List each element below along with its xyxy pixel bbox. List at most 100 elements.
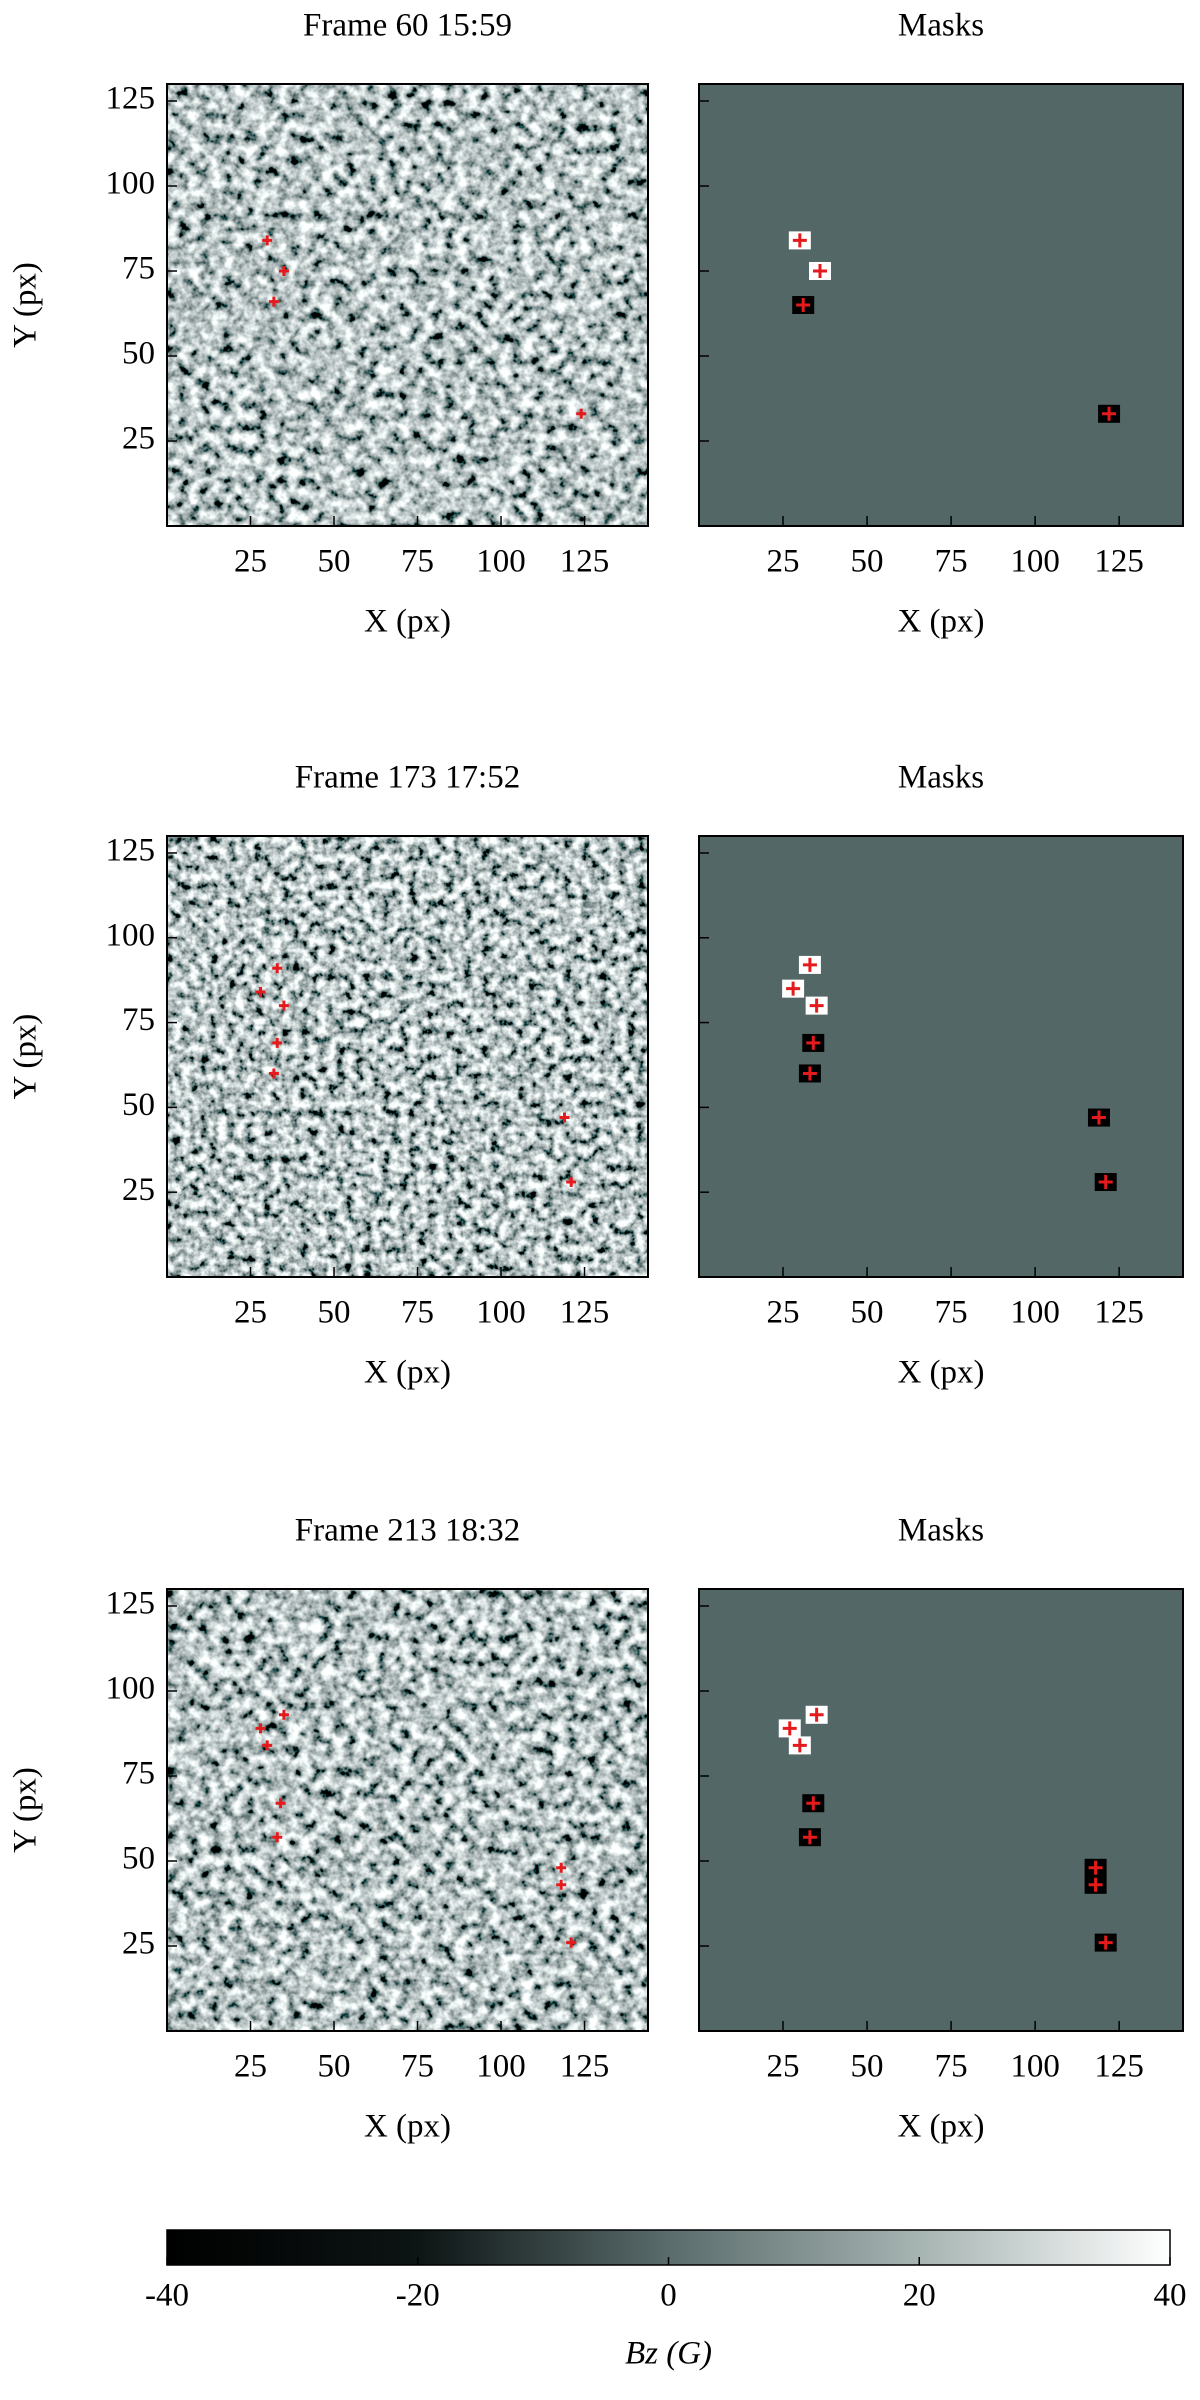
cross xyxy=(559,1112,570,1123)
x-tick-label: 50 xyxy=(851,544,884,580)
cross xyxy=(786,981,801,996)
y-tick-label: 75 xyxy=(122,251,155,287)
feature-marker xyxy=(268,1068,279,1079)
magnetogram xyxy=(167,1589,648,2031)
x-tick-label: 75 xyxy=(401,1295,434,1331)
plot-frame xyxy=(698,835,1184,1278)
x-tick-label: 75 xyxy=(935,544,968,580)
x-axis-label: X (px) xyxy=(364,1355,451,1391)
cross xyxy=(278,1000,289,1011)
cross xyxy=(268,1068,279,1079)
x-tick-label: 100 xyxy=(476,1295,526,1331)
cross xyxy=(813,264,827,278)
x-tick-label: 100 xyxy=(1010,544,1060,580)
x-tick-label: 50 xyxy=(851,1295,884,1331)
x-axis-label: X (px) xyxy=(897,1355,984,1391)
plot-frame xyxy=(166,835,649,1278)
feature-marker xyxy=(255,1723,266,1734)
feature-marker xyxy=(576,408,587,419)
x-tick-label: -40 xyxy=(145,2278,189,2314)
x-tick-label: 125 xyxy=(560,544,610,580)
cross xyxy=(262,235,273,246)
y-tick-label: 25 xyxy=(122,421,155,457)
cross xyxy=(806,1796,821,1811)
panel-title: Masks xyxy=(898,1513,984,1549)
x-tick-label: 0 xyxy=(660,2278,677,2314)
y-axis-label: Y (px) xyxy=(8,1014,44,1100)
colorbar-label: Bz (G) xyxy=(625,2336,712,2372)
cross xyxy=(809,1707,824,1722)
feature-marker xyxy=(809,1707,824,1722)
cross xyxy=(796,298,811,312)
x-tick-label: 100 xyxy=(1010,1295,1060,1331)
x-tick-label: -20 xyxy=(396,2278,440,2314)
feature-marker xyxy=(1098,1175,1113,1190)
feature-marker xyxy=(268,296,279,307)
feature-marker xyxy=(556,1879,567,1890)
y-tick-label: 25 xyxy=(122,1172,155,1208)
feature-marker xyxy=(813,264,827,278)
magnetogram xyxy=(167,836,648,1277)
x-tick-label: 125 xyxy=(560,1295,610,1331)
cross xyxy=(1098,1935,1113,1950)
feature-marker xyxy=(792,1738,807,1753)
feature-marker xyxy=(278,1709,289,1720)
plot-frame xyxy=(698,1588,1184,2032)
cross xyxy=(782,1721,797,1736)
x-axis-label: X (px) xyxy=(364,604,451,640)
feature-marker xyxy=(262,1740,273,1751)
magnetogram xyxy=(167,84,648,526)
x-tick-label: 50 xyxy=(318,544,351,580)
x-tick-label: 25 xyxy=(234,544,267,580)
feature-marker xyxy=(802,1830,817,1845)
mask-background xyxy=(699,836,1183,1277)
cross xyxy=(272,1832,283,1843)
x-tick-label: 100 xyxy=(1010,2049,1060,2085)
cross xyxy=(802,957,817,972)
y-tick-label: 75 xyxy=(122,1756,155,1792)
cross xyxy=(1102,406,1117,421)
x-tick-label: 20 xyxy=(903,2278,936,2314)
feature-marker xyxy=(806,1035,821,1050)
cross xyxy=(576,408,587,419)
feature-marker xyxy=(255,987,266,998)
feature-marker xyxy=(1088,1877,1103,1892)
x-tick-label: 125 xyxy=(1094,1295,1144,1331)
x-tick-label: 75 xyxy=(401,544,434,580)
x-tick-label: 75 xyxy=(935,1295,968,1331)
feature-marker xyxy=(566,1937,577,1948)
feature-marker xyxy=(782,1721,797,1736)
mask-background xyxy=(699,1589,1183,2031)
feature-marker xyxy=(559,1112,570,1123)
cross xyxy=(792,233,807,248)
y-tick-label: 100 xyxy=(106,1671,156,1707)
feature-marker xyxy=(792,233,807,248)
feature-marker xyxy=(272,1037,283,1048)
panel-title: Masks xyxy=(898,8,984,44)
x-axis-label: X (px) xyxy=(364,2109,451,2145)
feature-marker xyxy=(272,1832,283,1843)
y-axis-label: Y (px) xyxy=(8,262,44,348)
cross xyxy=(1098,1175,1113,1190)
cross xyxy=(268,296,279,307)
y-tick-label: 100 xyxy=(106,917,156,953)
y-tick-label: 50 xyxy=(122,1087,155,1123)
cross xyxy=(272,1037,283,1048)
x-tick-label: 25 xyxy=(767,2049,800,2085)
plot-frame xyxy=(166,83,649,527)
feature-marker xyxy=(809,998,824,1013)
y-tick-label: 50 xyxy=(122,336,155,372)
feature-marker xyxy=(786,981,801,996)
y-tick-label: 125 xyxy=(106,81,156,117)
x-tick-label: 125 xyxy=(560,2049,610,2085)
cross xyxy=(255,987,266,998)
x-tick-label: 125 xyxy=(1094,544,1144,580)
x-tick-label: 25 xyxy=(767,544,800,580)
feature-marker xyxy=(278,266,289,276)
x-tick-label: 40 xyxy=(1154,2278,1187,2314)
feature-marker xyxy=(802,1066,817,1081)
y-tick-label: 75 xyxy=(122,1002,155,1038)
x-tick-label: 50 xyxy=(318,1295,351,1331)
mask-background xyxy=(699,84,1183,526)
